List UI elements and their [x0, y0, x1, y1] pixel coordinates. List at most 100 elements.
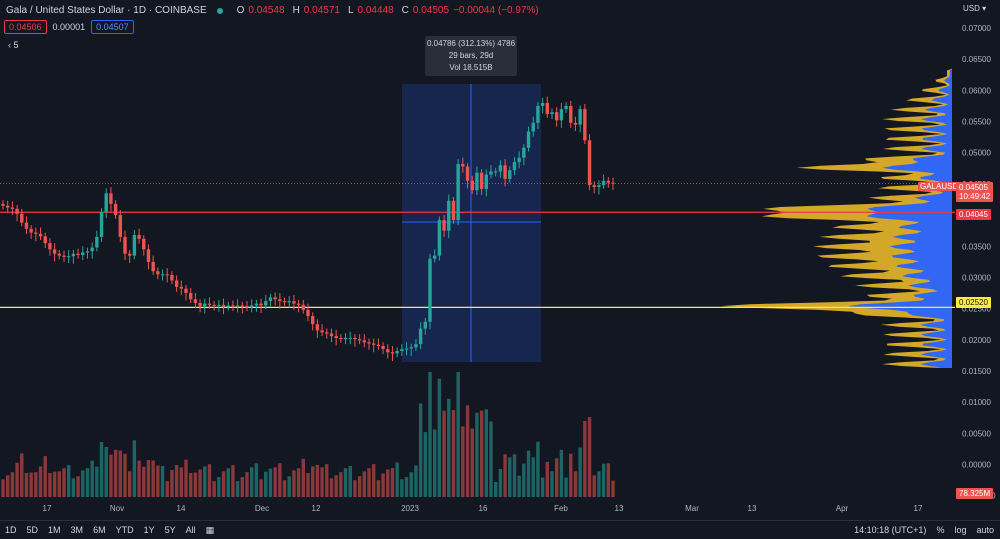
- volume-bar: [95, 466, 99, 497]
- volume-bar: [221, 471, 226, 497]
- candle-body: [62, 255, 66, 257]
- volume-bar: [362, 471, 367, 497]
- timeframe-1m[interactable]: 1M: [48, 525, 61, 535]
- volume-bar: [390, 468, 395, 497]
- candle-body: [470, 180, 474, 191]
- candle-body: [592, 185, 596, 188]
- timeframe-6m[interactable]: 6M: [93, 525, 106, 535]
- volume-bar: [296, 468, 301, 497]
- volume-bar: [156, 465, 160, 497]
- currency-selector[interactable]: USD ▾: [963, 4, 986, 13]
- log-toggle[interactable]: log: [954, 525, 967, 535]
- volume-bar: [343, 468, 348, 497]
- volume-bar: [235, 481, 240, 497]
- volume-bar: [254, 463, 259, 497]
- volume-bar: [212, 481, 216, 497]
- time-axis: 17 Nov 14 Dec 12 2023 16 Feb 13 Mar 13 Apr 17: [43, 504, 923, 513]
- volume-bar: [315, 465, 320, 497]
- timeframe-5d[interactable]: 5D: [26, 525, 39, 535]
- candle-body: [137, 235, 141, 239]
- volume-bar: [5, 475, 10, 497]
- volume-bar: [1, 479, 5, 497]
- volume-bar: [470, 428, 474, 497]
- timeframe-1y[interactable]: 1Y: [143, 525, 155, 535]
- candle-body: [437, 220, 442, 256]
- volume-bar: [81, 470, 85, 497]
- volume-bar: [400, 479, 404, 497]
- volume-bar: [85, 468, 90, 497]
- volume-bar: [226, 468, 230, 497]
- timeframe-5y[interactable]: 5Y: [164, 525, 176, 535]
- volume-bar: [475, 412, 479, 497]
- candle-body: [559, 109, 564, 121]
- volume-bar: [62, 468, 66, 497]
- volume-bar: [479, 410, 484, 497]
- volume-bar: [306, 473, 310, 497]
- candle-body: [287, 301, 291, 303]
- candle-body: [545, 102, 550, 115]
- candle-body: [461, 163, 465, 167]
- volume-bar: [24, 473, 29, 497]
- volume-bar: [146, 460, 151, 497]
- timeframe-ytd[interactable]: YTD: [115, 525, 134, 535]
- candle-body: [20, 213, 24, 223]
- candle-body: [479, 172, 484, 189]
- volume-bar: [517, 475, 521, 497]
- candle-body: [278, 299, 282, 302]
- volume-bar: [578, 447, 582, 497]
- volume-bar: [329, 478, 334, 497]
- candle-body: [390, 352, 395, 354]
- timeframe-1d[interactable]: 1D: [5, 525, 17, 535]
- candle-body: [259, 303, 263, 306]
- candle-body: [240, 305, 245, 307]
- y-tick-label: 0.03500: [962, 242, 991, 251]
- volume-bar: [432, 429, 437, 497]
- volume-bar: [348, 466, 352, 497]
- volume-bar: [160, 466, 165, 497]
- candle-body: [34, 232, 38, 234]
- timeframe-all[interactable]: All: [185, 525, 196, 535]
- candle-body: [517, 157, 521, 163]
- buy-button[interactable]: 0.04507: [91, 20, 134, 34]
- status-area: 14:10:18 (UTC+1) % log auto: [854, 525, 994, 535]
- volume-bar: [20, 453, 24, 497]
- candle-body: [118, 215, 123, 237]
- volume-bar: [320, 467, 324, 497]
- candle-body: [5, 205, 10, 208]
- auto-toggle[interactable]: auto: [976, 525, 994, 535]
- candle-body: [301, 304, 306, 310]
- candle-body: [123, 236, 127, 254]
- volume-bar: [203, 466, 207, 497]
- candle-body: [348, 337, 352, 339]
- indicators-toggle[interactable]: ‹ 5: [8, 40, 19, 50]
- candle-body: [109, 193, 113, 204]
- candle-body: [540, 102, 545, 106]
- timeframe-3m[interactable]: 3M: [70, 525, 84, 535]
- chevron-icon: ‹: [8, 40, 14, 50]
- volume-bar: [611, 480, 615, 497]
- volume-bar: [179, 467, 184, 497]
- volume-bar: [601, 463, 606, 497]
- percent-toggle[interactable]: %: [936, 525, 945, 535]
- sell-button[interactable]: 0.04506: [4, 20, 47, 34]
- volume-bar: [90, 460, 94, 497]
- clock[interactable]: 14:10:18 (UTC+1): [854, 525, 927, 535]
- volume-bar: [43, 456, 47, 497]
- candle-body: [249, 305, 254, 308]
- red-level-label: 0.04045: [956, 209, 991, 220]
- volume-bar: [104, 447, 108, 497]
- volume-bar: [437, 378, 442, 497]
- candle-body: [231, 305, 235, 307]
- candle-body: [508, 170, 512, 179]
- y-tick-label: 0.07000: [962, 24, 991, 33]
- open-value: 0.04548: [248, 5, 285, 16]
- symbol-title[interactable]: Gala / United States Dollar · 1D · COINB…: [6, 5, 207, 16]
- candle-body: [357, 339, 362, 341]
- change-value: −0.00044 (−0.97%): [453, 5, 539, 16]
- candle-body: [15, 208, 19, 214]
- date-range-icon[interactable]: ▦: [205, 524, 215, 535]
- candle-body: [503, 165, 507, 179]
- volume-bar: [540, 477, 545, 497]
- last-price-label: 0.04505 10:49:42: [956, 182, 994, 202]
